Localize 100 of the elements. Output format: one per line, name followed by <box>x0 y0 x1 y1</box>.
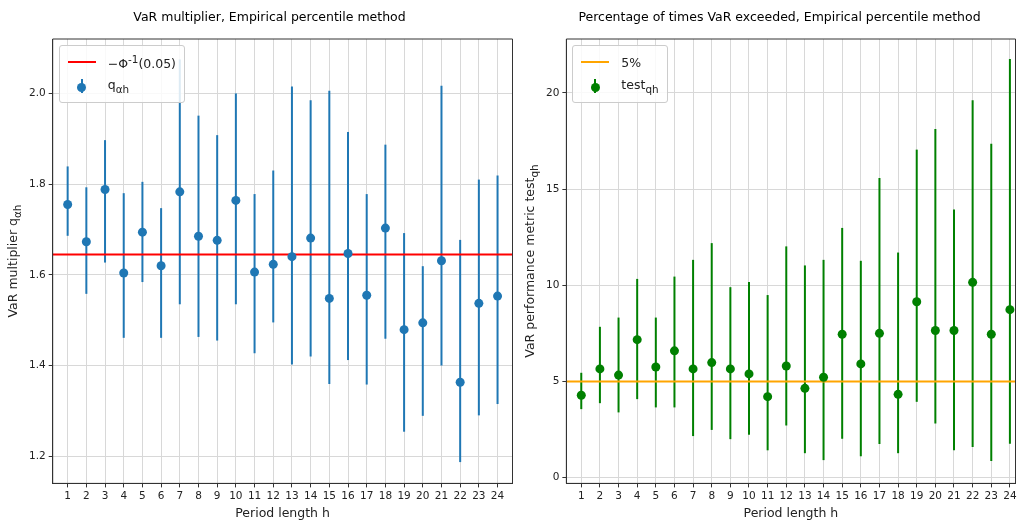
x-tick-label: 15 <box>322 489 337 502</box>
x-tick-label: 10 <box>742 489 756 502</box>
x-tick-label: 23 <box>472 489 486 502</box>
y-tick-label: 1.6 <box>29 267 47 280</box>
x-tick-label: 24 <box>490 489 505 502</box>
point <box>874 328 884 338</box>
point <box>669 346 679 356</box>
x-tick-label: 11 <box>760 489 775 502</box>
chart-title: Percentage of times VaR exceeded, Empirical percentile method <box>578 8 981 24</box>
x-tick-label: 7 <box>176 489 184 502</box>
y-tick-label: 5 <box>552 374 560 387</box>
point <box>474 298 484 308</box>
chart-title: VaR multiplier, Empirical percentile method <box>133 8 406 24</box>
point <box>455 377 465 387</box>
y-tick-label: 10 <box>545 277 560 290</box>
point <box>343 248 353 258</box>
x-tick-label: 11 <box>247 489 262 502</box>
point <box>268 259 278 269</box>
x-tick-label: 6 <box>157 489 165 502</box>
y-tick-label: 20 <box>545 85 560 98</box>
x-tick-label: 5 <box>139 489 146 502</box>
x-tick-label: 2 <box>83 489 90 502</box>
point <box>744 369 754 379</box>
point <box>81 237 91 247</box>
x-tick-label: 22 <box>453 489 467 502</box>
x-tick-label: 22 <box>965 489 980 502</box>
x-tick-label: 20 <box>928 489 943 502</box>
x-tick-label: 17 <box>360 489 374 502</box>
point <box>399 325 409 335</box>
point <box>819 372 829 382</box>
y-tick-label: 1.8 <box>29 176 46 189</box>
x-tick-label: 12 <box>779 489 793 502</box>
point <box>175 187 185 197</box>
point <box>893 389 903 399</box>
x-tick-label: 9 <box>213 489 221 502</box>
point <box>137 227 147 237</box>
point <box>595 364 605 374</box>
point <box>725 364 735 374</box>
y-tick-label: 1.4 <box>29 358 47 371</box>
point <box>212 235 222 245</box>
point <box>688 364 698 374</box>
point <box>231 195 241 205</box>
y-tick-label: 2.0 <box>29 86 46 99</box>
x-tick-label: 19 <box>910 489 924 502</box>
x-tick-label: 13 <box>798 489 812 502</box>
point <box>250 267 260 277</box>
x-tick-label: 9 <box>727 489 734 502</box>
point <box>707 358 717 368</box>
x-axis-title: Period length h <box>235 505 330 520</box>
point <box>156 261 166 271</box>
x-tick-label: 20 <box>416 489 430 502</box>
x-tick-label: 18 <box>891 489 905 502</box>
legend-label: test$_{qh}$ <box>621 77 659 95</box>
point <box>986 329 996 339</box>
x-tick-label: 21 <box>947 489 961 502</box>
point <box>781 361 791 371</box>
x-tick-label: 5 <box>652 489 660 502</box>
point <box>436 256 446 266</box>
legend-label: q$_{αh}$ <box>107 77 130 95</box>
point <box>651 362 661 372</box>
point <box>362 290 372 300</box>
point <box>632 335 642 345</box>
point <box>380 223 390 233</box>
x-tick-label: 16 <box>854 489 868 502</box>
x-tick-label: 4 <box>633 489 641 502</box>
point <box>1005 305 1015 315</box>
point <box>912 297 922 307</box>
x-tick-label: 2 <box>596 489 604 502</box>
x-tick-label: 4 <box>120 489 128 502</box>
x-tick-label: 24 <box>1003 489 1017 502</box>
y-tick-label: 1.2 <box>29 448 46 461</box>
point <box>614 370 624 380</box>
x-tick-label: 18 <box>378 489 393 502</box>
point <box>856 359 866 369</box>
point <box>800 383 810 393</box>
point <box>324 293 334 303</box>
point <box>576 390 586 400</box>
x-tick-label: 8 <box>708 489 716 502</box>
legend-label: 5% <box>621 54 642 70</box>
x-tick-label: 6 <box>671 489 679 502</box>
x-tick-label: 23 <box>984 489 998 502</box>
x-tick-label: 1 <box>577 489 585 502</box>
x-tick-label: 14 <box>303 489 318 502</box>
x-tick-label: 16 <box>341 489 356 502</box>
x-tick-label: 13 <box>285 489 299 502</box>
point <box>63 200 73 210</box>
point <box>837 329 847 339</box>
point <box>968 277 978 287</box>
point <box>949 325 959 335</box>
x-tick-label: 19 <box>397 489 411 502</box>
x-tick-label: 8 <box>195 489 202 502</box>
x-tick-label: 10 <box>229 489 243 502</box>
x-tick-label: 1 <box>64 489 71 502</box>
y-tick-label: 15 <box>545 181 560 194</box>
x-tick-label: 12 <box>266 489 280 502</box>
point <box>119 268 129 278</box>
x-tick-label: 3 <box>615 489 622 502</box>
point <box>193 231 203 241</box>
x-tick-label: 17 <box>872 489 887 502</box>
x-tick-label: 15 <box>835 489 849 502</box>
